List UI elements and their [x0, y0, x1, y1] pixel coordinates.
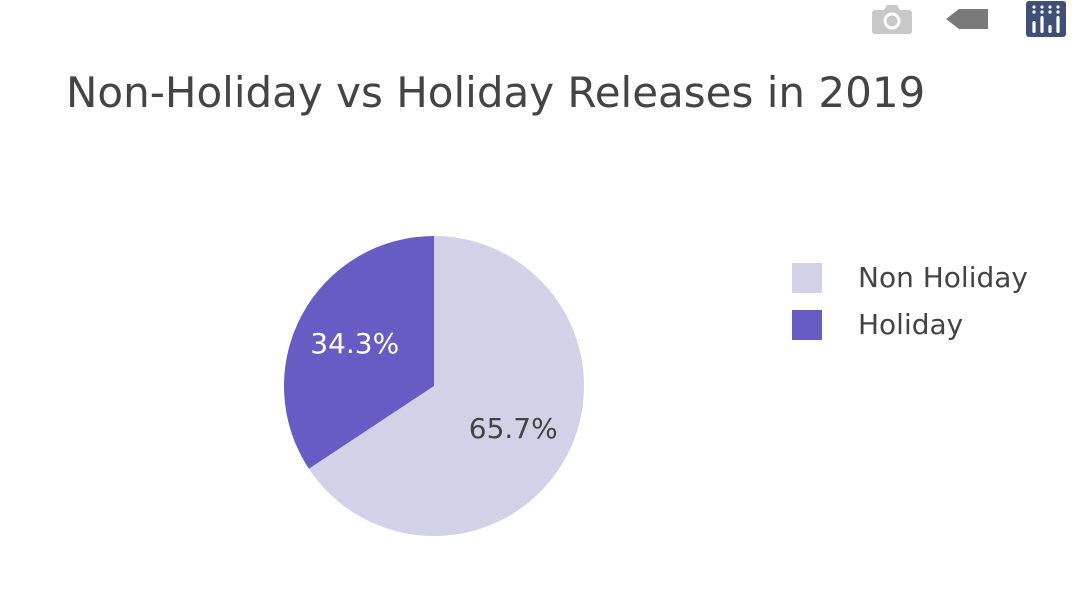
- pie-label-non-holiday: 65.7%: [469, 412, 558, 445]
- tag-icon: [946, 9, 988, 29]
- toggle-hover-button[interactable]: [944, 0, 992, 38]
- pie-label-holiday: 34.3%: [310, 327, 399, 360]
- plotly-logo-icon: [1026, 1, 1066, 37]
- legend-item-non-holiday[interactable]: Non Holiday: [792, 254, 1028, 301]
- legend-label-holiday: Holiday: [858, 308, 964, 341]
- legend-label-non-holiday: Non Holiday: [858, 261, 1028, 294]
- plotly-logo-link[interactable]: [1024, 0, 1068, 38]
- legend-swatch-holiday: [792, 309, 822, 340]
- pie-slice-non-holiday[interactable]: [308, 236, 584, 537]
- chart-title: Non-Holiday vs Holiday Releases in 2019: [66, 68, 926, 117]
- legend-swatch-non-holiday: [792, 262, 822, 293]
- legend: Non Holiday Holiday: [792, 254, 1028, 348]
- pie-slice-holiday[interactable]: [284, 236, 434, 469]
- camera-icon: [872, 5, 912, 34]
- modebar: [840, 0, 1080, 40]
- legend-item-holiday[interactable]: Holiday: [792, 301, 1028, 348]
- download-plot-button[interactable]: [870, 0, 914, 38]
